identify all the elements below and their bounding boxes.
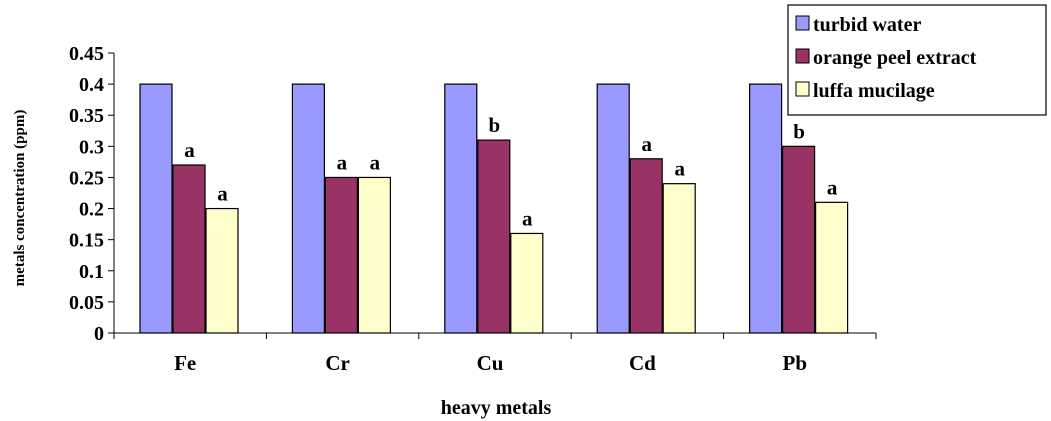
legend: turbid water orange peel extract luffa muc… [787, 4, 1047, 116]
y-tick-label: 0.05 [69, 292, 104, 314]
y-tick-label: 0.3 [79, 136, 104, 158]
x-tick-label: Cd [629, 351, 656, 375]
bar-fe-2 [172, 164, 206, 334]
x-tick-label: Pb [783, 351, 808, 375]
legend-entry: orange peel extract [813, 47, 977, 69]
y-tick-label: 0 [94, 323, 104, 345]
data-label: a [337, 150, 348, 174]
data-label: b [488, 113, 500, 137]
x-axis: Fe Cr Cu Cd Pb [113, 332, 877, 375]
bar-cd-1 [596, 83, 630, 334]
data-label: a [217, 182, 228, 206]
bar-cr-3 [357, 176, 391, 334]
y-tick-label: 0.25 [69, 167, 104, 189]
y-tick-label: 0.35 [69, 105, 104, 127]
y-tick-label: 0.4 [79, 74, 104, 96]
y-tick-label: 0.2 [79, 199, 104, 221]
legend-swatch [795, 15, 810, 31]
legend-entry: luffa mucilage [813, 80, 935, 102]
legend-entry: turbid water [813, 14, 921, 36]
x-tick-label: Cu [477, 351, 504, 375]
data-label: a [827, 175, 838, 199]
data-label: a [370, 150, 381, 174]
data-label: a [184, 138, 195, 162]
bar-cu-1 [444, 83, 478, 334]
bar-pb-1 [748, 83, 783, 334]
bar-pb-3 [814, 201, 849, 334]
x-axis-title: heavy metals [441, 397, 552, 419]
legend-swatch [795, 81, 810, 97]
bar-cu-3 [510, 232, 544, 334]
bar-fe-3 [205, 207, 239, 334]
data-label: a [641, 132, 652, 156]
data-label: a [522, 206, 533, 230]
y-axis-title: metals concentration (ppm) [12, 110, 28, 287]
y-axis: 0 0.05 0.1 0.15 0.2 0.25 0.3 0.35 0.4 0.45 [69, 43, 115, 345]
y-tick-label: 0.15 [69, 230, 104, 252]
data-label: b [793, 119, 805, 143]
bar-cd-2 [629, 158, 663, 334]
data-label: a [674, 157, 685, 181]
y-tick-label: 0.45 [69, 43, 104, 65]
bar-cr-1 [291, 83, 325, 334]
legend-box [787, 4, 1047, 116]
x-tick-label: Cr [325, 351, 350, 375]
bar-pb-2 [781, 145, 816, 334]
legend-swatch [795, 48, 810, 64]
bar-fe-1 [139, 83, 173, 334]
x-tick-label: Fe [174, 351, 196, 375]
y-tick-label: 0.1 [79, 261, 104, 283]
bar-cr-2 [324, 176, 358, 334]
bar-cd-3 [662, 183, 696, 334]
bar-cu-2 [477, 139, 511, 334]
